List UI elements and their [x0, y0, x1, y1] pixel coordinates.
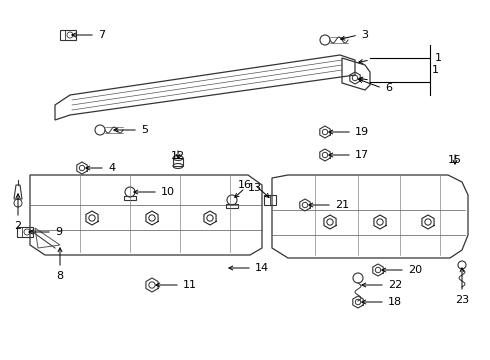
Text: 9: 9	[55, 227, 62, 237]
Text: 18: 18	[388, 297, 402, 307]
Text: 4: 4	[108, 163, 115, 173]
Text: 8: 8	[56, 271, 64, 281]
Text: 10: 10	[161, 187, 175, 197]
Text: 20: 20	[408, 265, 422, 275]
Text: 2: 2	[14, 221, 22, 231]
Text: 5: 5	[141, 125, 148, 135]
Text: 16: 16	[238, 180, 252, 190]
Text: 11: 11	[183, 280, 197, 290]
Text: 3: 3	[361, 30, 368, 40]
Text: 17: 17	[355, 150, 369, 160]
Text: 15: 15	[448, 155, 462, 165]
Bar	[173, 158, 183, 166]
Bar	[226, 203, 238, 208]
Bar	[17, 227, 33, 237]
Text: 22: 22	[388, 280, 402, 290]
Text: 14: 14	[255, 263, 269, 273]
Bar	[60, 30, 76, 40]
Text: 6: 6	[385, 83, 392, 93]
Text: 12: 12	[171, 151, 185, 161]
Text: 1: 1	[435, 53, 442, 63]
Text: 19: 19	[355, 127, 369, 137]
Text: 23: 23	[455, 295, 469, 305]
Text: 21: 21	[335, 200, 349, 210]
Bar	[124, 195, 136, 200]
Text: 1: 1	[432, 65, 439, 75]
Text: 13: 13	[248, 183, 262, 193]
Text: 7: 7	[98, 30, 105, 40]
